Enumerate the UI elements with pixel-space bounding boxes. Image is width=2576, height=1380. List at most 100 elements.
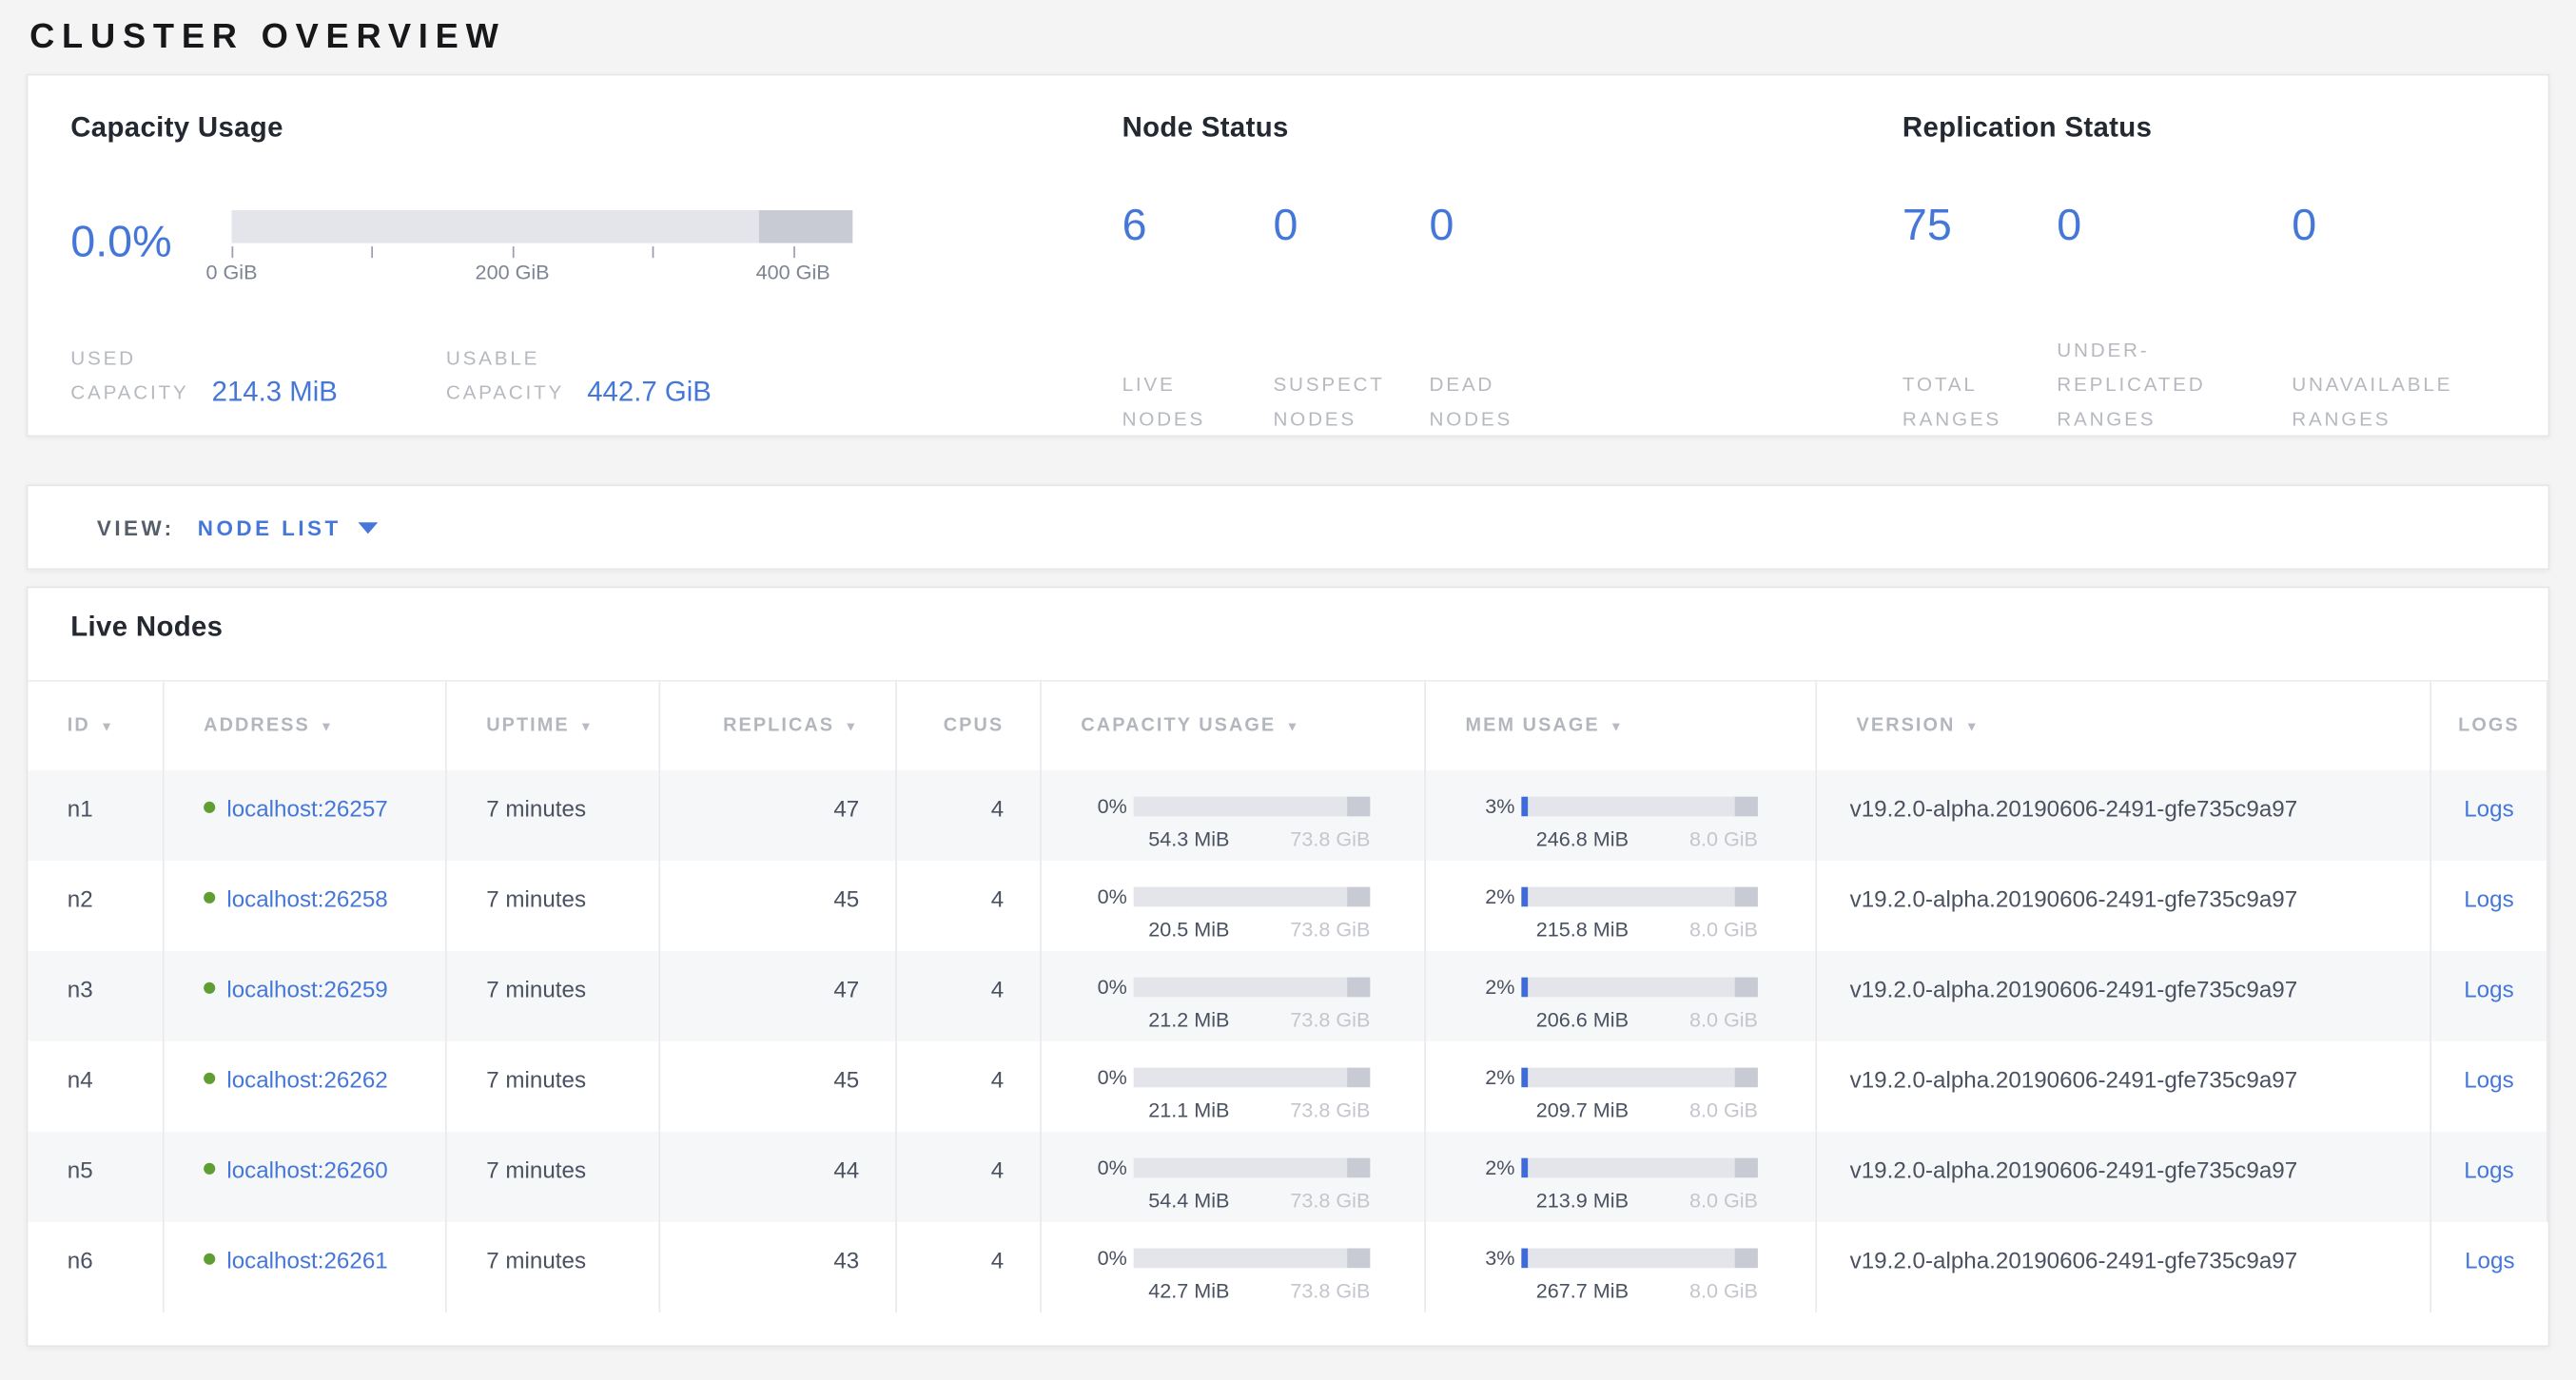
replication-status-stats: 75 TOTAL RANGES 0 UNDER- REPLICATED RANGES 0 UNA… [1903,201,2548,437]
replication-stat: 75 TOTAL RANGES [1903,201,2057,437]
node-mem-cell: 2% 213.9 MiB 8.0 GiB [1426,1131,1818,1222]
node-logs-link[interactable]: Logs [2464,1156,2514,1183]
node-replicas: 43 [833,1246,860,1273]
mem-bar-endcap [1734,1157,1758,1178]
node-id: n6 [67,1246,93,1273]
capacity-bar-endcap [1346,886,1371,907]
column-header-label: ADDRESS [204,715,310,736]
node-version: v19.2.0-alpha.20190606-2491-gfe735c9a97 [1849,975,2298,1002]
node-version: v19.2.0-alpha.20190606-2491-gfe735c9a97 [1849,794,2298,822]
node-logs-link[interactable]: Logs [2465,1246,2515,1273]
column-header-uptime[interactable]: UPTIME ▼ [446,681,661,770]
node-id-cell: n5 [28,1131,165,1222]
node-replicas: 44 [833,1156,860,1183]
node-version-cell: v19.2.0-alpha.20190606-2491-gfe735c9a97 [1817,860,2432,951]
replication-stat-value: 0 [2292,200,2317,250]
mem-used-value: 215.8 MiB [1535,918,1629,942]
node-address-cell: localhost:26262 [164,1040,447,1132]
mem-used-value: 213.9 MiB [1535,1189,1629,1213]
node-cpus-cell: 4 [896,860,1042,951]
node-live-status-icon [204,801,216,813]
node-cpus: 4 [990,884,1005,912]
column-header-version[interactable]: VERSION ▼ [1817,681,2432,770]
column-header-cpus[interactable]: CPUS [896,681,1042,770]
node-stat: 0 DEAD NODES [1430,201,1594,437]
view-dropdown[interactable]: NODE LIST [198,515,378,539]
mem-percent: 3% [1485,1246,1515,1271]
column-header-label: CAPACITY USAGE [1081,715,1277,736]
capacity-usage-percent: 0.0% [70,216,172,266]
column-header-replicas[interactable]: REPLICAS ▼ [660,681,897,770]
column-header-label: VERSION [1856,715,1956,736]
column-header-logs[interactable]: LOGS [2431,681,2548,770]
column-header-label: LOGS [2458,715,2520,736]
view-bar: VIEW: NODE LIST [26,484,2550,571]
column-header-id[interactable]: ID ▼ [28,681,165,770]
mem-bar [1521,1157,1758,1178]
sort-desc-icon: ▼ [320,718,335,734]
column-header-mem[interactable]: MEM USAGE ▼ [1426,681,1818,770]
node-logs-link[interactable]: Logs [2464,794,2514,822]
mem-bar [1521,796,1758,817]
sort-desc-icon: ▼ [1964,718,1981,734]
live-nodes-title: Live Nodes [70,611,224,643]
capacity-gauge: 0 GiB 200 GiB 400 GiB [206,210,853,299]
node-version: v19.2.0-alpha.20190606-2491-gfe735c9a97 [1849,1065,2298,1093]
node-mem-cell: 2% 215.8 MiB 8.0 GiB [1426,860,1818,951]
replication-stat: 0 UNDER- REPLICATED RANGES [2057,201,2292,437]
live-nodes-card: Live Nodes ID ▼ ADDRESS ▼ UPTIME ▼ REPLICAS ▼ CP… [26,586,2550,1348]
mem-meter: 2% 206.6 MiB 8.0 GiB [1485,976,1758,1032]
node-id-cell: n4 [28,1040,165,1132]
node-logs-link[interactable]: Logs [2464,975,2514,1002]
capacity-stat-label: USED CAPACITY [70,346,189,404]
node-stat-value: 6 [1122,200,1147,250]
node-address-link[interactable]: localhost:26260 [226,1156,388,1183]
capacity-total-value: 73.8 GiB [1290,827,1371,851]
mem-total-value: 8.0 GiB [1688,918,1758,942]
node-status-stats: 6 LIVE NODES 0 SUSPECT NODES 0 DEAD NODES [1122,201,1903,437]
node-version-cell: v19.2.0-alpha.20190606-2491-gfe735c9a97 [1817,950,2432,1041]
column-header-address[interactable]: ADDRESS ▼ [164,681,447,770]
node-id-cell: n6 [28,1221,165,1312]
view-dropdown-value: NODE LIST [197,515,342,540]
node-address-link[interactable]: localhost:26257 [226,794,388,822]
gauge-tick [653,246,654,259]
mem-bar-fill [1521,886,1528,907]
capacity-bar-endcap [1346,796,1371,817]
mem-used-value: 206.6 MiB [1535,1008,1629,1032]
node-capacity-cell: 0% 54.3 MiB 73.8 GiB [1041,769,1427,861]
sort-desc-icon: ▼ [100,718,115,734]
mem-percent: 2% [1485,884,1515,909]
node-live-status-icon [204,1253,216,1265]
node-logs-cell: Logs [2431,1040,2548,1132]
replication-stat-label: TOTAL RANGES [1902,373,2002,431]
node-address-link[interactable]: localhost:26258 [226,884,388,912]
capacity-bar [1133,886,1371,907]
column-header-capacity[interactable]: CAPACITY USAGE ▼ [1041,681,1427,770]
node-capacity-cell: 0% 21.2 MiB 73.8 GiB [1041,950,1427,1041]
node-logs-link[interactable]: Logs [2464,884,2514,912]
summary-card: Capacity Usage 0.0% 0 GiB 200 GiB 400 GiB … [26,73,2550,437]
node-address-link[interactable]: localhost:26261 [226,1246,388,1273]
mem-meter: 3% 246.8 MiB 8.0 GiB [1485,795,1758,851]
capacity-usage-section: Capacity Usage 0.0% 0 GiB 200 GiB 400 GiB … [70,111,1122,435]
mem-bar [1521,977,1758,998]
mem-used-value: 246.8 MiB [1535,827,1629,851]
node-id: n4 [67,1065,93,1093]
node-stat-value: 0 [1273,200,1298,250]
capacity-bar [1133,1248,1371,1269]
node-id-cell: n3 [28,950,165,1041]
node-version-cell: v19.2.0-alpha.20190606-2491-gfe735c9a97 [1817,1040,2432,1132]
node-logs-link[interactable]: Logs [2464,1065,2514,1093]
capacity-total-value: 73.8 GiB [1290,1098,1371,1122]
node-uptime: 7 minutes [486,884,587,912]
mem-percent: 2% [1485,1065,1515,1090]
capacity-percent: 0% [1097,1246,1127,1271]
node-address-link[interactable]: localhost:26259 [226,975,388,1002]
node-address-link[interactable]: localhost:26262 [226,1065,388,1093]
capacity-total-value: 73.8 GiB [1290,1008,1371,1032]
gauge-tick-label: 0 GiB [205,261,258,284]
replication-stat-label: UNDER- REPLICATED RANGES [2057,338,2206,431]
gauge-tick-label: 400 GiB [755,261,830,284]
